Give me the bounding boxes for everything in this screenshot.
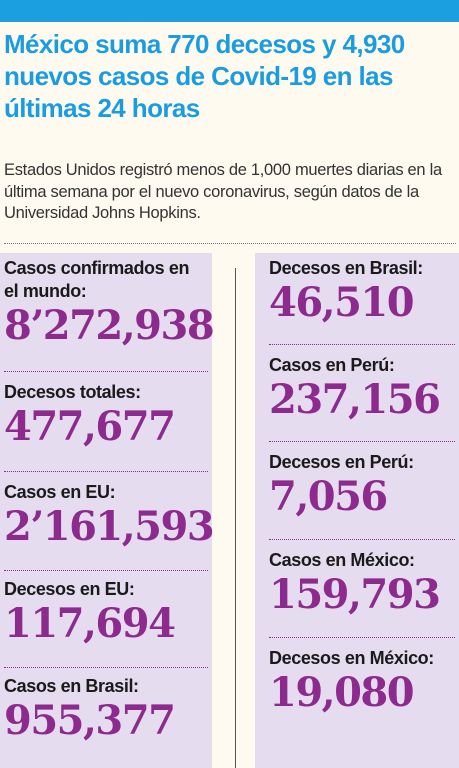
stat-label: Casos en Perú: xyxy=(269,355,395,375)
stat-label: Casos en Brasil: xyxy=(4,676,139,696)
stat-label: Decesos totales: xyxy=(4,382,141,402)
stat-label: Decesos en Perú: xyxy=(269,452,414,472)
stat-us-cases: Casos en EU: 2’161,593 xyxy=(0,481,215,550)
dotted-divider xyxy=(4,570,208,571)
stat-peru-cases: Casos en Perú: 237,156 xyxy=(255,354,459,423)
stat-us-deaths: Decesos en EU: 117,694 xyxy=(0,578,212,647)
stat-value: 7,056 xyxy=(269,473,388,520)
dotted-divider xyxy=(4,243,456,244)
stat-label: Decesos en Brasil: xyxy=(269,258,423,278)
headline: México suma 770 decesos y 4,930 nuevos c… xyxy=(4,29,405,123)
stat-world-cases: Casos confirmados en el mundo: 8’272,938 xyxy=(0,257,215,349)
stat-label: Casos en México: xyxy=(269,550,415,570)
stat-value: 8’272,938 xyxy=(4,302,215,349)
stat-mexico-cases: Casos en México: 159,793 xyxy=(255,549,459,618)
stat-peru-deaths: Decesos en Perú: 7,056 xyxy=(255,451,459,520)
stat-mexico-deaths: Decesos en México: 19,080 xyxy=(255,647,459,716)
dotted-divider xyxy=(269,637,455,638)
stat-value: 2’161,593 xyxy=(4,503,215,550)
stat-value: 117,694 xyxy=(4,600,176,647)
right-stats-panel: Decesos en Brasil: 46,510 Casos en Perú:… xyxy=(255,253,459,768)
stat-label: Casos confirmados en el mundo: xyxy=(4,258,190,301)
dotted-divider xyxy=(269,539,455,540)
top-accent-bar xyxy=(0,0,459,22)
column-separator xyxy=(235,268,236,768)
dotted-divider xyxy=(4,471,208,472)
dotted-divider xyxy=(269,344,455,345)
stat-brazil-cases: Casos en Brasil: 955,377 xyxy=(0,675,212,744)
dotted-divider xyxy=(4,667,208,668)
stat-label: Casos en EU: xyxy=(4,482,116,502)
stat-brazil-deaths: Decesos en Brasil: 46,510 xyxy=(255,257,459,326)
stat-value: 46,510 xyxy=(269,279,415,326)
stat-total-deaths: Decesos totales: 477,677 xyxy=(0,381,212,450)
stat-value: 159,793 xyxy=(269,571,441,618)
stat-value: 477,677 xyxy=(4,403,176,450)
stat-label: Decesos en México: xyxy=(269,648,434,668)
stat-value: 237,156 xyxy=(269,376,441,423)
dek-paragraph: Estados Unidos registró menos de 1,000 m… xyxy=(4,161,442,222)
dotted-divider xyxy=(4,371,208,372)
left-stats-panel: Casos confirmados en el mundo: 8’272,938… xyxy=(0,253,215,768)
stat-value: 955,377 xyxy=(4,697,176,744)
dotted-divider xyxy=(269,441,455,442)
stat-label: Decesos en EU: xyxy=(4,579,135,599)
stat-value: 19,080 xyxy=(269,669,415,716)
